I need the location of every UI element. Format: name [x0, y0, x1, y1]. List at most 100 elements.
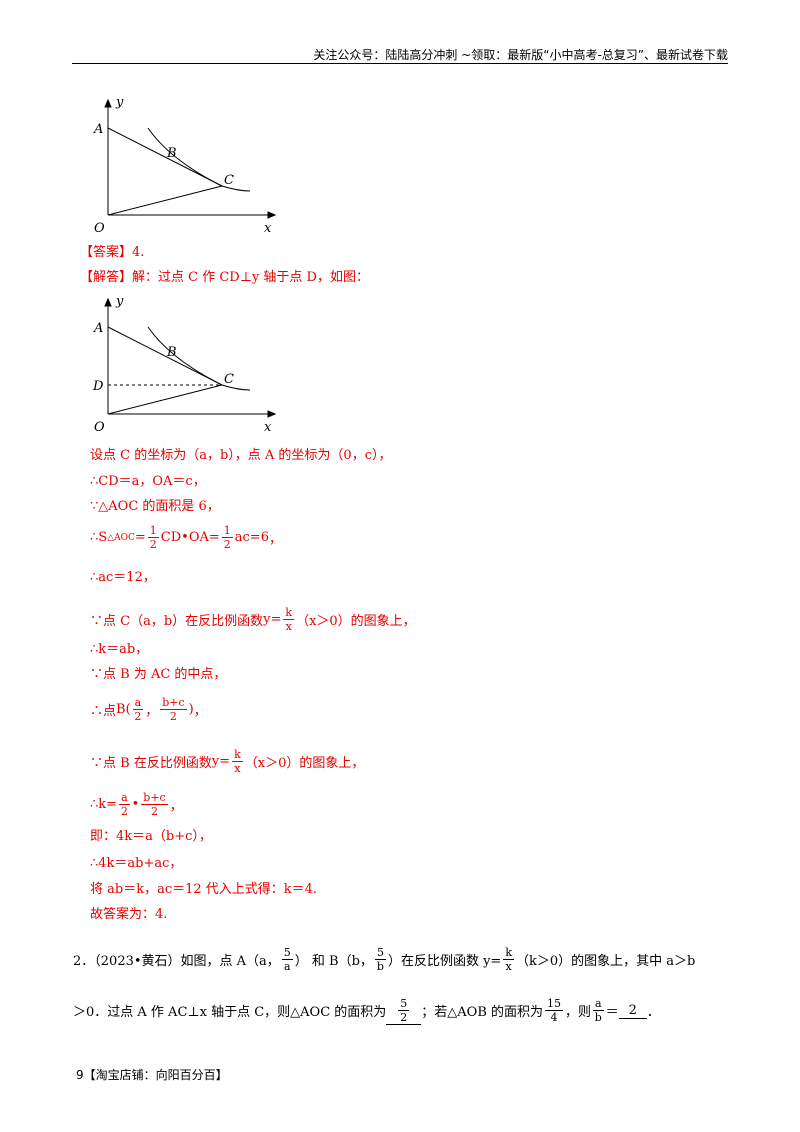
denominator: b — [594, 1011, 602, 1024]
text-line: ∴点 B(a 2， b+c 2)， — [90, 696, 207, 723]
label: y — [115, 95, 124, 110]
text-line: ∴ k= a 2 • b+c 2， — [90, 791, 183, 818]
text: ac=6 — [234, 530, 269, 545]
text-line: 2．（2023•黄石）如图，点 A（a， 5 a） 和 B（b， 5 b ）在反比例函数 … — [73, 946, 695, 973]
footer: 9【淘宝店铺：向阳百分百】 — [76, 1068, 228, 1082]
label: A — [93, 122, 103, 137]
text: （x＞0）的图象上， — [244, 756, 365, 771]
text: 即：4k＝a（b+c）， — [90, 829, 212, 844]
text: y= — [211, 754, 231, 769]
denominator: 2 — [151, 805, 158, 818]
text: ；若△AOB 的面积为 — [421, 1005, 544, 1020]
text-line: 故答案为：4. — [90, 903, 167, 922]
header: 关注公众号：陆陆高分冲刺 ~领取：最新版“小中高考-总复习”、最新试卷下载 — [313, 48, 728, 62]
denominator: 4 — [550, 1011, 558, 1024]
text-line: ∴k＝ab， — [90, 638, 148, 657]
text: • — [131, 797, 140, 812]
denominator: b — [376, 960, 384, 973]
text: ∴ac＝12， — [90, 570, 156, 585]
text: ， — [145, 704, 159, 719]
text: ＝ — [605, 1005, 619, 1020]
denominator: x — [234, 762, 241, 775]
numerator: k — [503, 946, 514, 960]
denominator: 2 — [149, 538, 157, 551]
text: 故答案为：4. — [90, 907, 168, 922]
text: = — [134, 530, 146, 545]
text: ． — [646, 1005, 660, 1020]
text: ∵点 B 在反比例函数 — [90, 756, 212, 771]
numerator: 5 — [281, 946, 293, 960]
text: ） 和 B（b， — [294, 954, 373, 969]
label: C — [224, 173, 234, 188]
text: 设点 C 的坐标为（a，b），点 A 的坐标为（0，c）， — [90, 448, 392, 463]
label: B — [166, 345, 177, 360]
text-line: ∵点 B 在反比例函数 y= k x （x＞0）的图象上， — [90, 748, 364, 775]
denominator: 2 — [120, 805, 128, 818]
text: ∴ — [90, 530, 99, 545]
fraction: 15 4 — [545, 997, 564, 1024]
numerator: a — [119, 791, 130, 805]
header-rule — [72, 63, 728, 64]
text: （k＞0）的图象上，其中 a＞b — [515, 954, 696, 969]
denominator: x — [505, 960, 512, 973]
text: 2．（2023•黄石）如图，点 A（a， — [73, 954, 280, 969]
denominator: 2 — [134, 710, 142, 723]
text-line: ∵点 B 为 AC 的中点， — [90, 663, 226, 682]
text: ) — [188, 702, 194, 717]
text: ，则 — [565, 1005, 592, 1020]
text: ∴点 — [90, 704, 117, 719]
text-line: ∴4k＝ab+ac， — [90, 852, 182, 871]
text-line: 【解答】解：过点 C 作 CD⊥y 轴于点 D，如图： — [80, 266, 369, 285]
label: x — [264, 420, 272, 435]
numerator: b+c — [141, 791, 168, 805]
label: D — [92, 379, 104, 394]
text: ∴CD＝a，OA＝c， — [90, 474, 206, 489]
text: ， — [193, 704, 207, 719]
text-line: ∴CD＝a，OA＝c， — [90, 470, 206, 489]
text-line: ＞0．过点 A 作 AC⊥x 轴于点 C，则△AOC 的面积为 5 2 ；若△AOB… — [73, 996, 660, 1025]
text: ＞0．过点 A 作 AC⊥x 轴于点 C，则△AOC 的面积为 — [73, 1005, 387, 1020]
numerator: a — [593, 997, 604, 1011]
text: ， — [268, 532, 282, 547]
text: CD•OA= — [160, 530, 220, 545]
text-line: 即：4k＝a（b+c）， — [90, 825, 212, 844]
text: y= — [263, 612, 282, 627]
numerator: k — [283, 606, 295, 620]
text: S — [98, 530, 108, 545]
label: C — [224, 372, 234, 387]
figure-1: y A B C O x — [93, 95, 277, 236]
label: y — [115, 294, 124, 309]
numerator: 5 — [398, 997, 410, 1011]
numerator: a — [132, 696, 144, 710]
text: ）在反比例函数 y= — [387, 954, 502, 969]
text-line: 将 ab＝k，ac＝12 代入上式得：k＝4. — [90, 878, 317, 897]
text: 2 — [618, 1003, 647, 1019]
label: O — [94, 420, 105, 435]
text-line: ∴ac＝12， — [90, 566, 156, 585]
text: k= — [98, 797, 118, 812]
label: B — [166, 146, 177, 161]
fraction: b+c 2 — [160, 696, 187, 723]
denominator: 2 — [169, 710, 177, 723]
numerator: 1 — [147, 524, 159, 538]
denominator: 2 — [223, 538, 231, 551]
text: ， — [169, 799, 183, 814]
numerator: 1 — [221, 524, 233, 538]
fraction: b+c 2 — [141, 791, 168, 818]
text: B( — [116, 702, 131, 717]
text: ∴k＝ab， — [90, 642, 149, 657]
text: ∴4k＝ab+ac， — [90, 856, 183, 871]
text: （x＞0）的图象上， — [296, 614, 416, 629]
text: ∵点 B 为 AC 的中点， — [90, 667, 227, 682]
